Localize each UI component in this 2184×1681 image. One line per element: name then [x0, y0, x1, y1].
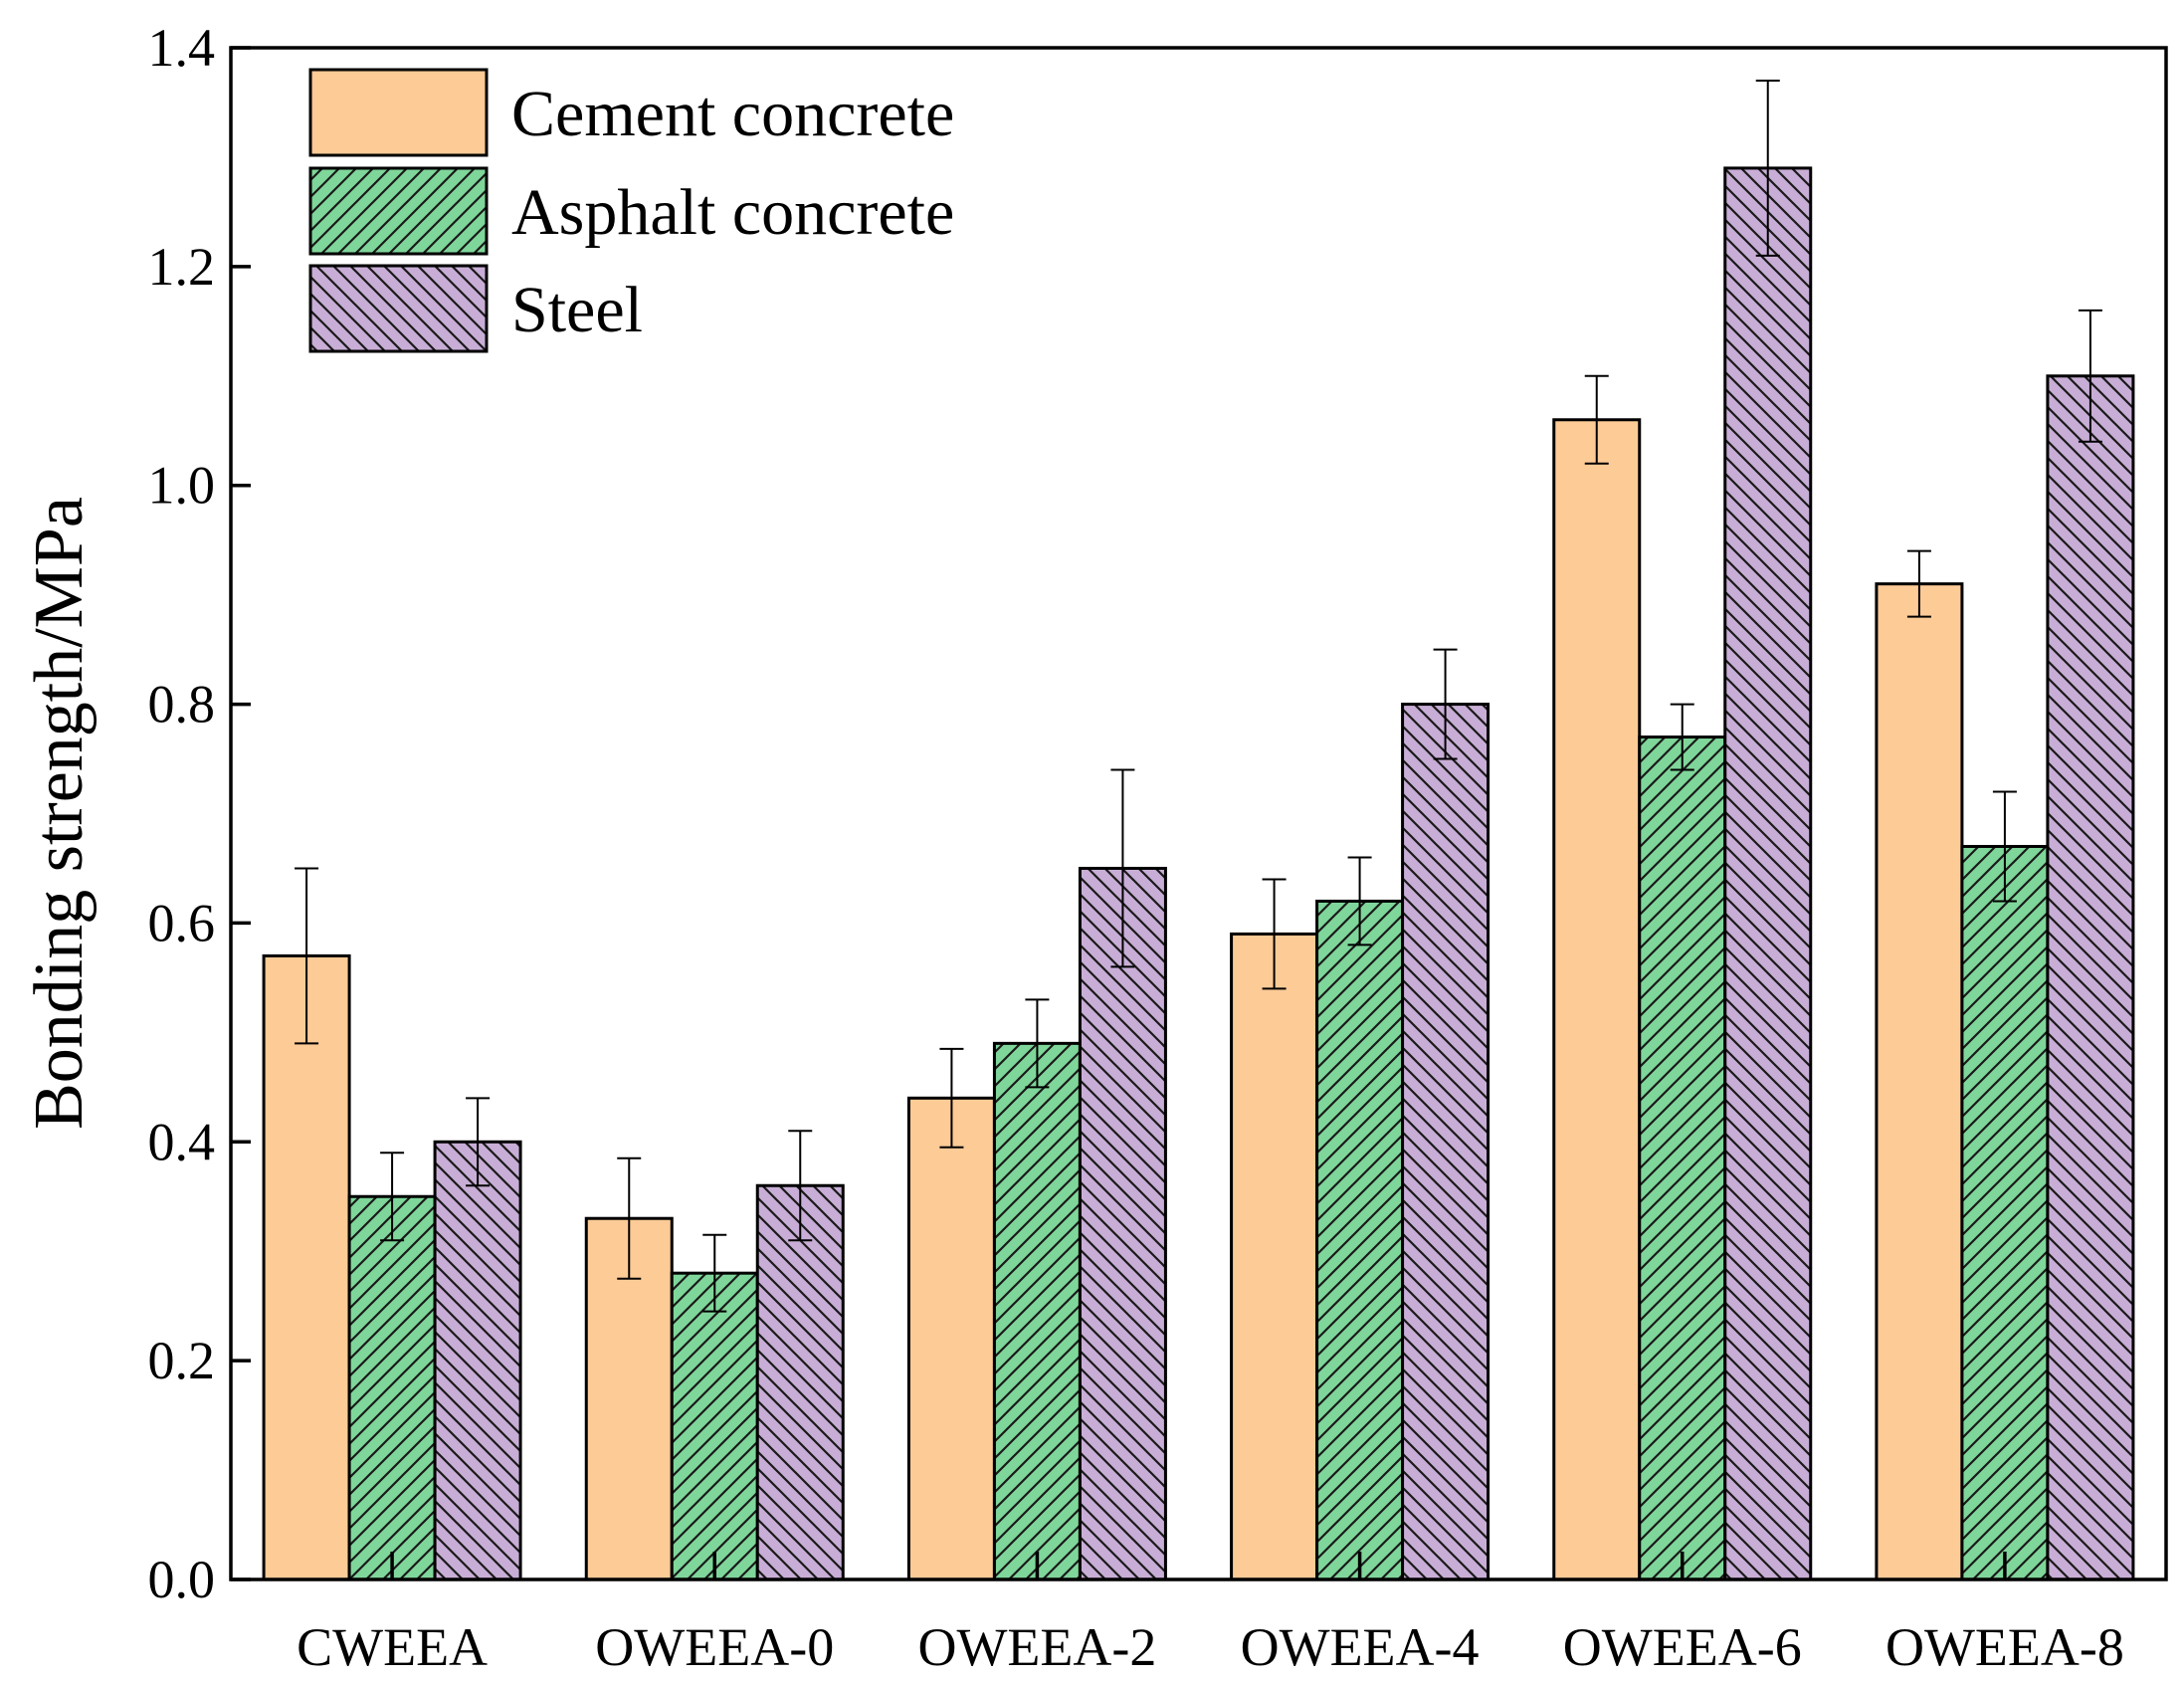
plot-frame	[229, 46, 2168, 1581]
error-bar-oweea-6-steel	[1755, 79, 1780, 257]
y-tick-label-1: 0.2	[148, 1331, 216, 1390]
bar-cweea-asphalt-concrete	[347, 1194, 437, 1581]
y-tick-label-0: 0.0	[148, 1550, 216, 1609]
error-bar-oweea-8-cement-concrete	[1906, 549, 1931, 618]
bar-oweea-0-steel	[755, 1183, 845, 1581]
bar-oweea-8-asphalt-concrete	[1960, 844, 2050, 1581]
bar-oweea-2-steel	[1078, 866, 1167, 1581]
bar-oweea-2-asphalt-concrete	[992, 1041, 1082, 1581]
error-bar-oweea-2-cement-concrete	[939, 1047, 964, 1149]
error-bar-oweea-2-asphalt-concrete	[1025, 998, 1050, 1089]
x-tick-label-oweea-0: OWEEA-0	[595, 1617, 834, 1677]
y-axis: 0.0 0.2 0.4 0.6 0.8 1.0 1.2 1.4	[148, 18, 251, 1609]
x-axis: CWEEA OWEEA-0 OWEEA-2 OWEEA-4 OWEEA-6 OWEEA-8	[297, 1552, 2124, 1677]
y-tick-label-5: 1.0	[148, 456, 216, 516]
bar-oweea-4-cement-concrete	[1230, 932, 1319, 1581]
x-tick-label-oweea-6: OWEEA-6	[1563, 1617, 1802, 1677]
legend: Cement concrete Asphalt concrete Steel	[308, 68, 954, 353]
error-bar-oweea-8-asphalt-concrete	[1992, 790, 2017, 903]
x-tick-label-oweea-2: OWEEA-2	[917, 1617, 1156, 1677]
error-bar-oweea-6-asphalt-concrete	[1670, 703, 1694, 771]
legend-label-asphalt-concrete: Asphalt concrete	[511, 176, 954, 249]
error-bar-oweea-4-cement-concrete	[1262, 878, 1287, 990]
error-bar-oweea-0-steel	[788, 1130, 813, 1242]
error-bar-oweea-2-steel	[1110, 768, 1135, 968]
legend-swatch-cement-concrete	[308, 68, 489, 157]
legend-label-steel: Steel	[511, 274, 643, 346]
bar-oweea-8-steel	[2046, 374, 2135, 1581]
error-bar-oweea-8-steel	[2078, 309, 2102, 443]
y-tick-label-4: 0.8	[148, 675, 216, 735]
y-tick-label-3: 0.6	[148, 893, 216, 952]
x-tick-label-oweea-8: OWEEA-8	[1886, 1617, 2124, 1677]
bar-oweea-4-steel	[1401, 703, 1490, 1581]
bar-oweea-2-cement-concrete	[906, 1096, 996, 1581]
bar-oweea-6-asphalt-concrete	[1638, 735, 1727, 1581]
error-bar-oweea-0-cement-concrete	[617, 1156, 642, 1280]
legend-swatch-asphalt-concrete	[308, 166, 489, 256]
legend-swatch-steel	[308, 264, 489, 353]
bars-layer	[262, 166, 2135, 1581]
error-bar-oweea-6-cement-concrete	[1584, 374, 1609, 465]
bar-oweea-4-asphalt-concrete	[1315, 899, 1405, 1581]
error-bar-oweea-4-asphalt-concrete	[1347, 856, 1372, 946]
bar-oweea-6-steel	[1723, 166, 1813, 1581]
x-tick-label-cweea: CWEEA	[297, 1617, 488, 1677]
y-tick-label-2: 0.4	[148, 1112, 216, 1171]
error-bar-cweea-steel	[466, 1097, 491, 1187]
error-bar-cweea-cement-concrete	[295, 867, 319, 1045]
error-bar-oweea-4-steel	[1433, 648, 1458, 760]
legend-label-cement-concrete: Cement concrete	[511, 78, 954, 150]
error-bar-oweea-0-asphalt-concrete	[702, 1233, 727, 1313]
bar-oweea-6-cement-concrete	[1552, 418, 1642, 1581]
y-tick-label-6: 1.2	[148, 237, 216, 297]
x-tick-label-oweea-4: OWEEA-4	[1241, 1617, 1480, 1677]
bar-cweea-steel	[433, 1140, 522, 1581]
bar-oweea-8-cement-concrete	[1875, 582, 1964, 1581]
bar-cweea-cement-concrete	[262, 953, 351, 1581]
y-tick-label-7: 1.4	[148, 18, 216, 78]
bar-oweea-0-asphalt-concrete	[670, 1271, 759, 1581]
y-axis-label: Bonding strength/MPa	[21, 497, 98, 1130]
error-bar-cweea-asphalt-concrete	[380, 1152, 405, 1242]
error-bars-layer	[295, 79, 2102, 1313]
